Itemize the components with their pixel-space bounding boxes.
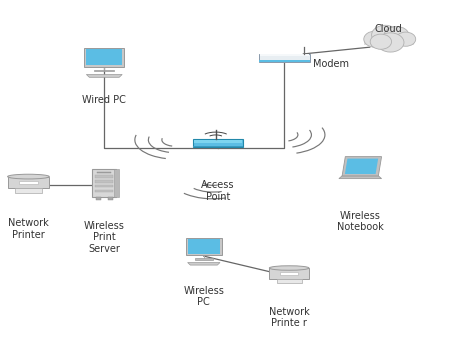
Text: Wireless
Notebook: Wireless Notebook xyxy=(337,211,383,232)
Polygon shape xyxy=(188,263,220,265)
Bar xyxy=(195,258,213,259)
Circle shape xyxy=(377,33,404,52)
Bar xyxy=(193,139,243,148)
Circle shape xyxy=(364,31,386,47)
Bar xyxy=(19,181,38,184)
Circle shape xyxy=(396,32,416,46)
Bar xyxy=(194,140,242,143)
Text: Network
Printe r: Network Printe r xyxy=(269,307,310,328)
Bar xyxy=(15,188,42,193)
Polygon shape xyxy=(342,157,382,176)
Bar xyxy=(95,180,113,183)
Bar xyxy=(108,197,113,200)
Bar xyxy=(92,169,116,197)
Bar xyxy=(8,177,49,188)
Bar xyxy=(95,185,113,187)
Text: Wireless
PC: Wireless PC xyxy=(183,286,224,307)
Bar xyxy=(259,54,310,62)
Bar xyxy=(276,278,302,283)
Ellipse shape xyxy=(8,174,49,179)
Bar xyxy=(259,60,310,62)
Bar xyxy=(269,268,309,279)
Polygon shape xyxy=(86,74,122,77)
Text: Wired PC: Wired PC xyxy=(82,95,126,105)
Bar xyxy=(364,36,413,45)
Bar xyxy=(260,54,309,56)
Circle shape xyxy=(370,34,392,49)
Circle shape xyxy=(372,25,399,44)
Bar xyxy=(186,238,222,255)
Ellipse shape xyxy=(269,266,309,270)
Bar xyxy=(188,240,220,253)
Bar xyxy=(84,48,124,67)
Polygon shape xyxy=(339,176,382,179)
Bar xyxy=(114,169,119,197)
Bar xyxy=(280,272,298,275)
Bar xyxy=(193,146,243,148)
Polygon shape xyxy=(345,159,378,174)
Bar xyxy=(95,190,113,192)
Bar xyxy=(95,175,113,178)
Bar xyxy=(86,49,122,65)
Text: Wireless
Print
Server: Wireless Print Server xyxy=(84,221,125,254)
Bar xyxy=(97,172,111,173)
Circle shape xyxy=(384,27,409,44)
Text: Network
Printer: Network Printer xyxy=(8,218,49,240)
Bar xyxy=(96,197,100,200)
Bar xyxy=(94,69,114,71)
Text: Modem: Modem xyxy=(313,59,349,69)
Text: Cloud: Cloud xyxy=(375,24,402,34)
Text: Access
Point: Access Point xyxy=(201,180,235,202)
